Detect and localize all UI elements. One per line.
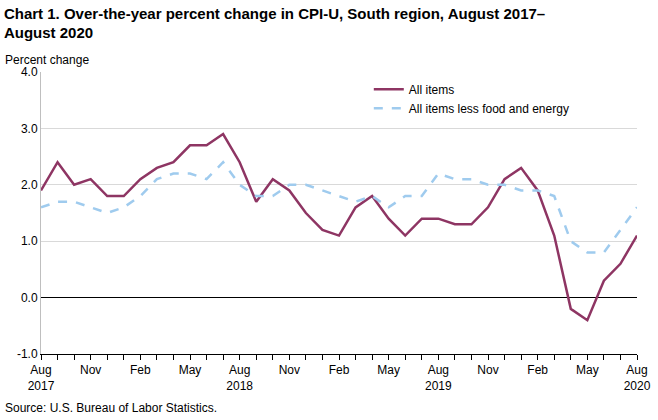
svg-text:1.0: 1.0	[21, 234, 38, 248]
svg-text:4.0: 4.0	[21, 65, 38, 79]
svg-text:Nov: Nov	[279, 363, 300, 377]
svg-text:All items less food and energy: All items less food and energy	[409, 102, 569, 116]
svg-text:Aug2017: Aug2017	[28, 363, 55, 393]
svg-text:Source: U.S. Bureau of Labor S: Source: U.S. Bureau of Labor Statistics.	[5, 401, 217, 415]
svg-text:-1.0: -1.0	[17, 347, 38, 361]
svg-text:Feb: Feb	[329, 363, 350, 377]
svg-text:Percent change: Percent change	[5, 53, 89, 67]
svg-text:Aug2019: Aug2019	[425, 363, 452, 393]
svg-text:0.0: 0.0	[21, 291, 38, 305]
svg-text:May: May	[576, 363, 599, 377]
svg-text:All items: All items	[409, 83, 454, 97]
svg-text:Feb: Feb	[527, 363, 548, 377]
svg-text:Nov: Nov	[477, 363, 498, 377]
svg-text:Chart 1. Over-the-year percent: Chart 1. Over-the-year percent change in…	[4, 5, 545, 42]
svg-text:Feb: Feb	[130, 363, 151, 377]
svg-text:Nov: Nov	[80, 363, 101, 377]
svg-text:Aug2020: Aug2020	[624, 363, 651, 393]
svg-text:3.0: 3.0	[21, 122, 38, 136]
svg-text:May: May	[377, 363, 400, 377]
svg-text:Aug2018: Aug2018	[226, 363, 253, 393]
svg-text:2.0: 2.0	[21, 178, 38, 192]
svg-text:May: May	[179, 363, 202, 377]
